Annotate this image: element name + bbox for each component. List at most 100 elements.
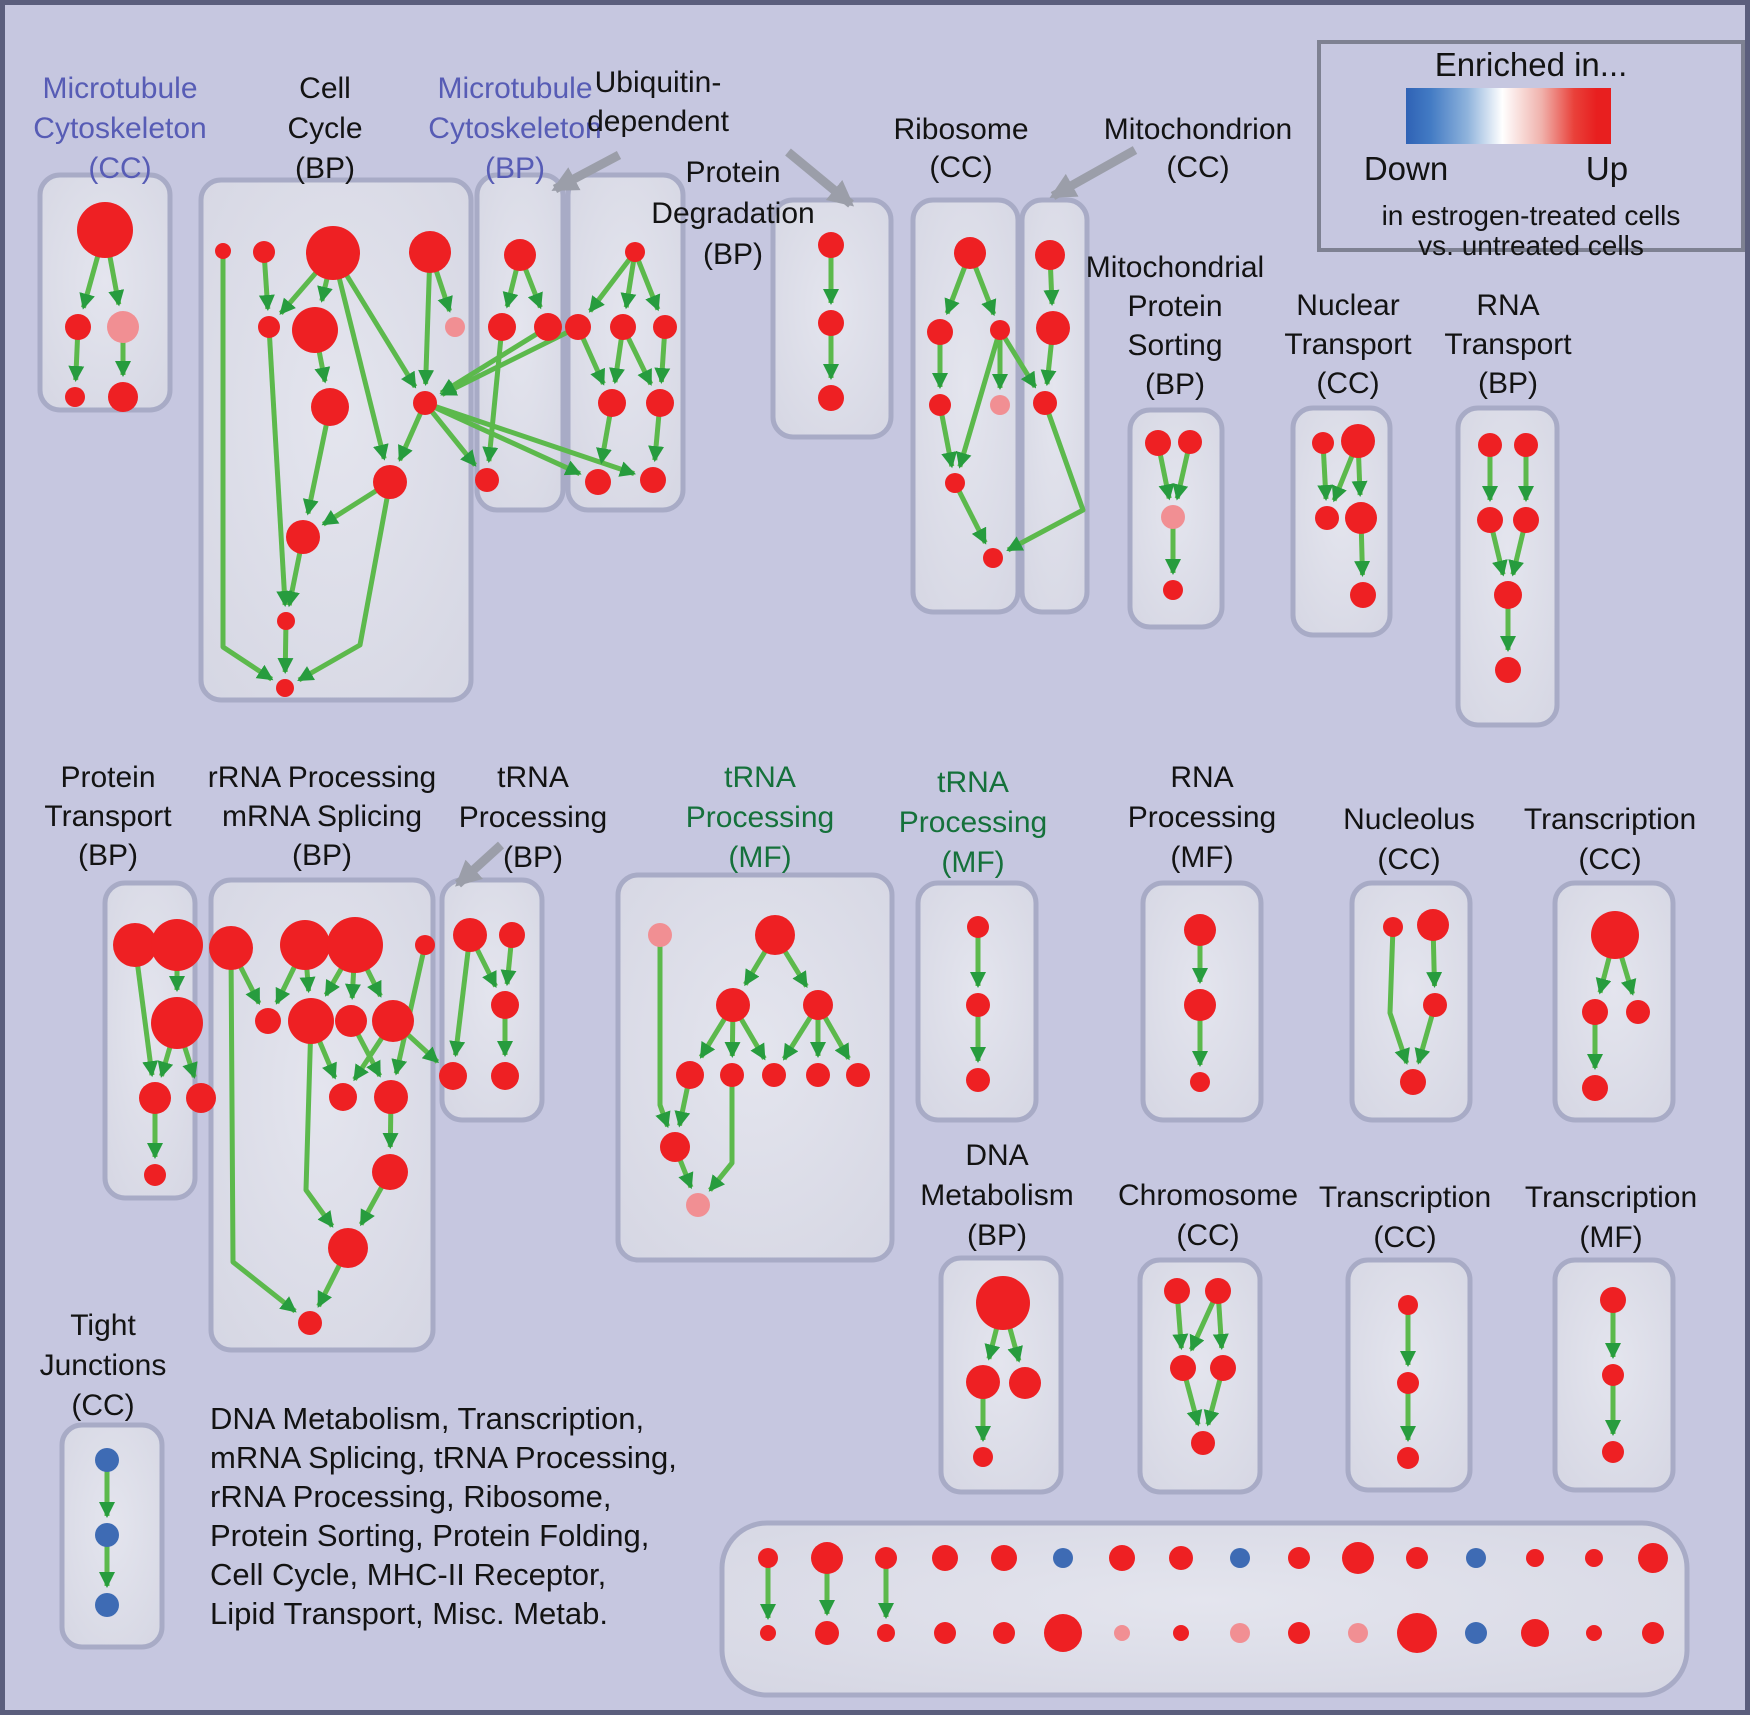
label-line: Metabolism	[920, 1179, 1074, 1212]
edge-G5-G11	[303, 1020, 335, 1228]
gene-node-bb6	[1114, 1625, 1130, 1641]
edge-B7-M3	[423, 401, 478, 467]
label-rrna-processing-mrna-splicing-bp: rRNA Processing mRNA Splicing (BP)	[208, 758, 436, 875]
edge-R2-T2	[997, 328, 1038, 389]
legend-subtitle-2: vs. untreated cells	[1418, 230, 1644, 261]
gene-node-Q2	[1315, 506, 1339, 530]
gene-node-RP0	[1184, 914, 1216, 946]
gene-node-H9	[660, 1132, 690, 1162]
gene-node-U1	[565, 314, 591, 340]
label-line: Transport	[1284, 328, 1412, 361]
gene-node-PT0	[113, 923, 157, 967]
gene-node-B9	[373, 465, 407, 499]
gene-node-W3	[1513, 507, 1539, 533]
gene-node-G5	[288, 998, 334, 1044]
gene-node-bt7	[1169, 1546, 1193, 1570]
gene-node-G9	[374, 1080, 408, 1114]
gene-node-bt6	[1109, 1545, 1135, 1571]
label-line: Transcription	[1318, 1181, 1492, 1214]
cluster-box-transcription-cc-1	[1552, 880, 1676, 1123]
label-chromosome-cc: Chromosome (CC)	[1118, 1176, 1298, 1256]
gene-node-H7	[806, 1063, 830, 1087]
gene-node-G8	[329, 1083, 357, 1111]
gene-node-U3	[653, 315, 677, 339]
label-line: (CC)	[1316, 367, 1380, 400]
label-line: (MF)	[1170, 841, 1234, 874]
gene-node-H3	[803, 990, 833, 1020]
gene-node-R1	[927, 319, 953, 345]
gene-node-B10	[286, 520, 320, 554]
gene-node-TB0	[453, 918, 487, 952]
gene-node-U5	[646, 389, 674, 417]
gene-node-Y1	[1602, 1364, 1624, 1386]
gene-node-bb7	[1173, 1625, 1189, 1641]
gene-node-W4	[1494, 581, 1522, 609]
gene-node-RP2	[1190, 1072, 1210, 1092]
gene-node-B11	[277, 612, 295, 630]
edge-M2-B7	[439, 324, 550, 396]
gene-node-PT3	[139, 1082, 171, 1114]
gene-node-R3	[929, 394, 951, 416]
label-transcription-cc-2: Transcription (CC)	[1319, 1178, 1491, 1258]
gene-node-TC3	[1582, 1075, 1608, 1101]
edge-H0-H9	[655, 935, 671, 1129]
label-line: rRNA Processing	[207, 761, 437, 794]
label-line: Protein	[685, 156, 781, 189]
edge-U0-U3	[632, 251, 661, 312]
gene-node-TB3	[439, 1062, 467, 1090]
gene-node-U2	[610, 314, 636, 340]
gene-node-G0	[209, 926, 253, 970]
edge-T2-R6	[1006, 402, 1086, 553]
gene-node-bb2	[877, 1624, 895, 1642]
gene-node-bb3	[934, 1622, 956, 1644]
label-microtubule-cytoskeleton-bp: Microtubule Cytoskeleton (BP)	[428, 69, 601, 189]
gene-node-H0	[648, 923, 672, 947]
label-line: Transport	[44, 800, 172, 833]
gene-node-Q3	[1345, 502, 1377, 534]
label-line: RNA	[1476, 289, 1540, 322]
label-transcription-mf: Transcription (MF)	[1525, 1178, 1697, 1258]
cluster-box-ubiquitin-1	[565, 172, 686, 513]
gene-node-Q0	[1312, 432, 1334, 454]
gene-node-bt13	[1526, 1549, 1544, 1567]
gene-node-TC0	[1591, 911, 1639, 959]
label-line: Chromosome	[1117, 1179, 1299, 1212]
gene-node-B0	[215, 243, 231, 259]
note-line: Lipid Transport, Misc. Metab.	[210, 1596, 608, 1631]
label-line: Transcription	[1524, 1181, 1698, 1214]
gene-node-R5	[945, 473, 965, 493]
gene-node-bb4	[993, 1622, 1015, 1644]
gene-node-RP1	[1184, 989, 1216, 1021]
gene-node-B2	[306, 226, 360, 280]
gene-node-H2	[716, 988, 750, 1022]
gene-node-U6	[585, 469, 611, 495]
gene-node-D2	[1009, 1367, 1041, 1399]
edge-H5-H10	[708, 1075, 735, 1192]
gene-node-X1	[1397, 1372, 1419, 1394]
gene-node-CH0	[1164, 1278, 1190, 1304]
callout-arrow-1	[785, 148, 855, 208]
gene-node-B12	[276, 679, 294, 697]
gene-node-U4	[598, 389, 626, 417]
label-line: Nuclear	[1296, 289, 1400, 322]
gene-node-bb8	[1230, 1623, 1250, 1643]
gene-node-A1	[65, 314, 91, 340]
label-line: dependent	[587, 105, 729, 138]
gene-node-Q1	[1341, 424, 1375, 458]
legend-up-label: Up	[1585, 150, 1629, 187]
gene-node-TB1	[499, 922, 525, 948]
gene-node-A2	[107, 311, 139, 343]
label-line: Processing	[458, 801, 608, 834]
label-line: tRNA	[937, 766, 1009, 799]
gene-node-bb0	[760, 1625, 776, 1641]
cluster-box-microtubule-cc	[37, 172, 173, 413]
label-line: Cycle	[287, 112, 363, 145]
gene-node-NC0	[1383, 917, 1403, 937]
gene-node-CH1	[1205, 1278, 1231, 1304]
label-line: Processing	[898, 806, 1048, 839]
gene-node-M0	[504, 239, 536, 271]
gene-node-PT4	[186, 1083, 216, 1113]
gene-node-S2	[966, 1068, 990, 1092]
cluster-box-trna-processing-mf-1	[615, 872, 895, 1263]
callout-arrow-0	[551, 151, 622, 193]
